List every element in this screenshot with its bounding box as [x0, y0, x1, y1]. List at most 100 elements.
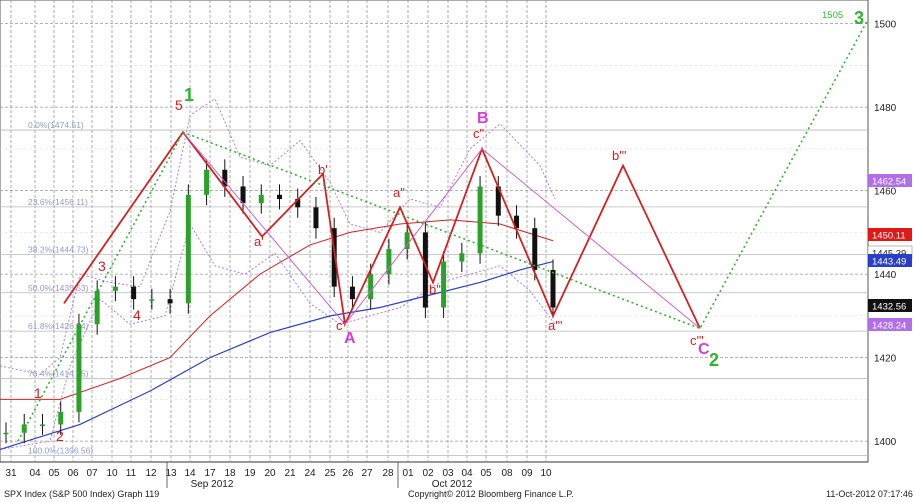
price-tag-box: [868, 228, 912, 241]
y-axis: 1400 1420 1440 1460 1480 1500: [874, 20, 897, 449]
x-tick-label: 27: [361, 468, 373, 479]
wave-label-green: 3: [854, 8, 864, 28]
x-tick-label: 05: [48, 468, 60, 479]
x-tick-label: 19: [244, 468, 256, 479]
x-tick-label: 04: [461, 468, 473, 479]
wave-label-red: 5: [175, 97, 183, 113]
x-tick-label: 18: [224, 468, 236, 479]
wave-label-red: a": [393, 185, 405, 200]
price-bar-body: [94, 290, 100, 325]
price-bar-body: [258, 194, 264, 204]
price-tag-box: [868, 174, 912, 187]
price-bars: [3, 159, 556, 444]
month-label: Oct 2012: [432, 479, 473, 490]
x-tick-label: 01: [402, 468, 414, 479]
chart-title: SPX Index (S&P 500 Index) Graph 119: [4, 489, 159, 499]
x-tick-label: 07: [86, 468, 98, 479]
wave-label-red: b": [429, 282, 441, 297]
wave-label-magenta: A: [344, 330, 356, 347]
price-bar-body: [39, 424, 45, 426]
price-bar-body: [386, 249, 392, 275]
fib-level-label: 0.0%(1474.51): [28, 120, 84, 130]
price-bar-body: [167, 299, 173, 304]
month-label: Sep 2012: [191, 479, 234, 490]
x-tick-label: 10: [106, 468, 118, 479]
fib-level-label: 61.8%(1426.34): [28, 321, 89, 331]
wave-label-red: a'": [548, 318, 563, 333]
plot-frame: [0, 0, 869, 463]
price-tag-box: [868, 254, 912, 267]
price-bar-body: [368, 274, 374, 300]
price-bar-body: [532, 228, 538, 270]
x-tick-label: 02: [422, 468, 434, 479]
wave-label-magenta: B: [477, 110, 489, 127]
y-tick-label: 1440: [874, 270, 897, 281]
price-bar-body: [58, 411, 64, 425]
price-bar-body: [514, 215, 520, 229]
price-bar-body: [3, 432, 9, 435]
price-bar-body: [422, 232, 428, 308]
footer: SPX Index (S&P 500 Index) Graph 119 Copy…: [4, 489, 913, 499]
bollinger-bands: [0, 98, 556, 450]
x-tick-label: 06: [67, 468, 79, 479]
price-bar-body: [149, 299, 155, 301]
moving-averages: [0, 219, 554, 451]
wave-label-red: b': [318, 162, 328, 177]
price-bar-body: [204, 169, 210, 195]
price-bar-body: [313, 207, 319, 229]
price-bar-body: [495, 186, 501, 216]
wave-label-green: 2: [709, 350, 719, 370]
wave-label-red: c'": [690, 333, 704, 348]
x-tick-label: 31: [5, 468, 17, 479]
fib-level-label: 38.2%(1444.73): [28, 244, 89, 254]
fib-level-label: 23.6%(1456.11): [28, 197, 88, 207]
price-bar-body: [112, 286, 118, 291]
moving-average-blue: [0, 261, 554, 451]
price-tag-box: [868, 318, 912, 331]
price-bar-body: [240, 186, 246, 204]
price-tag-value: 1432.56: [872, 302, 906, 313]
x-tick-label: 09: [521, 468, 533, 479]
price-bar-body: [550, 269, 556, 308]
x-tick-label: 08: [501, 468, 513, 479]
x-tick-label: 05: [480, 468, 492, 479]
fibonacci-levels: 0.0%(1474.51) 23.6%(1456.11) 38.2%(1444.73…: [0, 120, 868, 456]
price-bar-body: [331, 228, 337, 287]
price-tag-value: 1462.54: [872, 177, 906, 188]
price-tag-value: 1428.24: [872, 321, 906, 332]
price-tag-value: 1443.49: [872, 257, 906, 268]
wave-count-lines: [17, 19, 869, 442]
x-tick-label: 14: [184, 468, 196, 479]
moving-average-red: [0, 219, 554, 400]
copyright-text: Copyright© 2012 Bloomberg Finance L.P.: [408, 489, 574, 499]
wave-label-red: 1: [34, 385, 42, 401]
y-tick-label: 1460: [874, 187, 897, 198]
price-bar-body: [477, 186, 483, 254]
target-label: 1505: [822, 10, 843, 21]
timestamp-text: 11-Oct-2012 07:17:46: [826, 489, 913, 499]
price-bar-body: [277, 194, 282, 199]
fib-level-label: 100.0%(1396.56): [28, 445, 93, 455]
x-tick-label: 17: [204, 468, 216, 479]
y-tick-label: 1420: [874, 354, 897, 365]
wave-label-red: a': [254, 234, 264, 249]
x-tick-label: 13: [165, 468, 177, 479]
price-tag-value: 1450.11: [872, 231, 906, 242]
green-wave-line: [17, 19, 869, 442]
x-axis: 31 04 05 06 07 10 11 12 13 14 17 18 19 20 21 24 25 26 27 28…: [5, 462, 552, 490]
price-bar-body: [404, 232, 410, 250]
wave-label-red: c": [473, 126, 485, 141]
price-bar-body: [76, 324, 82, 412]
fib-level-label: 76.4%(1414.95): [28, 369, 89, 379]
y-tick-label: 1480: [874, 103, 897, 114]
price-bar-body: [131, 286, 137, 300]
x-tick-label: 21: [284, 468, 296, 479]
wave-label-red: b'": [612, 148, 627, 163]
x-tick-label: 12: [145, 468, 157, 479]
wave-label-green: 1: [184, 85, 194, 105]
bollinger-band: [0, 222, 556, 450]
price-tags: 1462.541450.111445.391443.491432.561428.…: [867, 174, 913, 332]
wave-label-red: 2: [56, 428, 64, 444]
x-tick-label: 11: [126, 468, 137, 479]
